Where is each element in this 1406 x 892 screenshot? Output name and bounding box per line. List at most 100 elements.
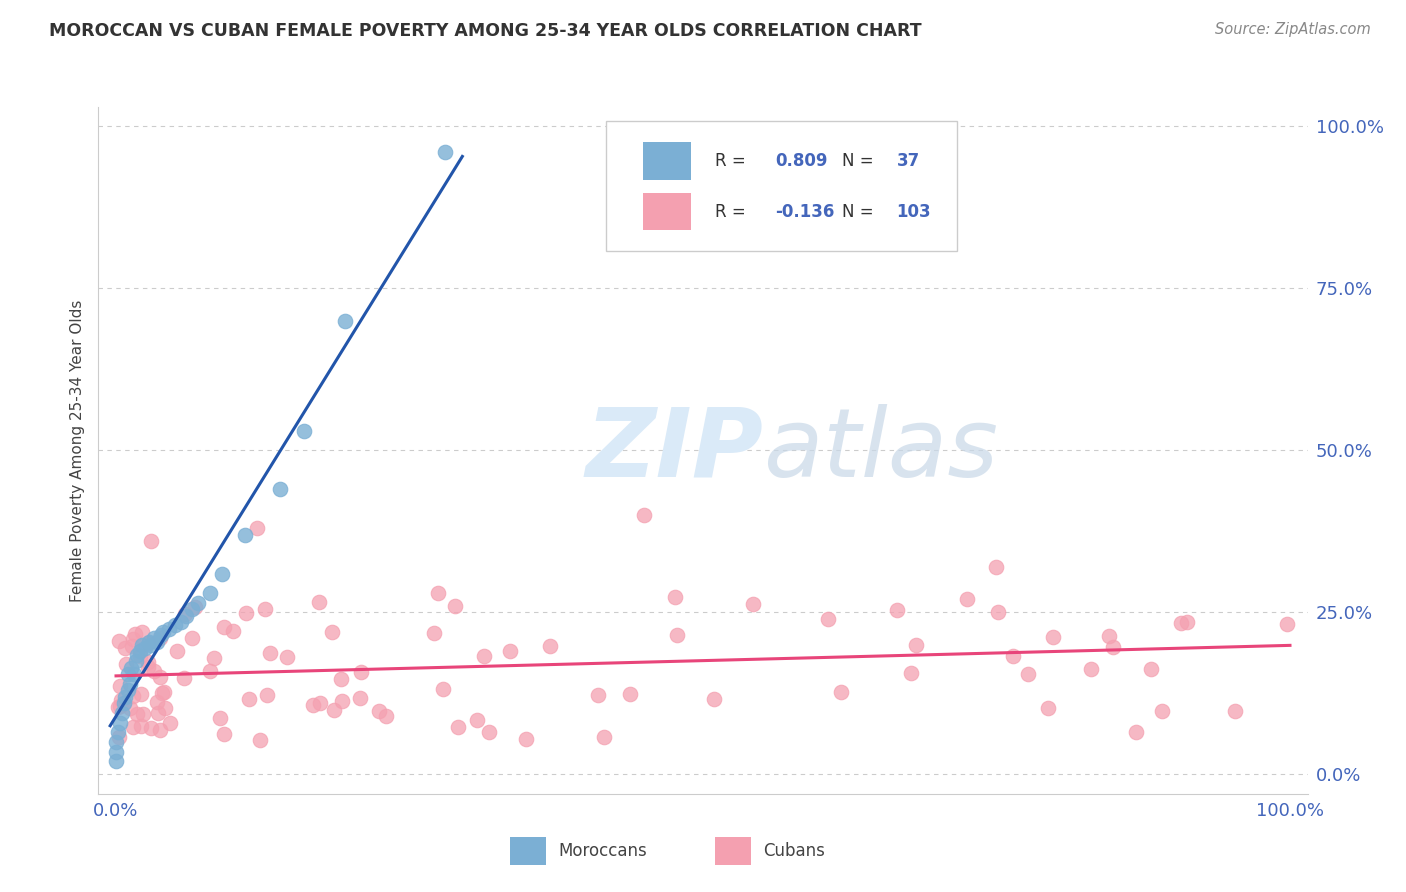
Point bbox=[136, 659, 159, 673]
Point bbox=[426, 586, 449, 600]
Text: R =: R = bbox=[716, 153, 751, 170]
Text: Source: ZipAtlas.com: Source: ZipAtlas.com bbox=[1215, 22, 1371, 37]
Point bbox=[122, 720, 145, 734]
Point bbox=[321, 625, 343, 640]
Point bbox=[131, 638, 153, 652]
Point bbox=[249, 732, 271, 747]
Point bbox=[127, 648, 149, 662]
Point bbox=[131, 719, 153, 733]
Point bbox=[904, 638, 927, 652]
Point bbox=[349, 665, 371, 679]
Point bbox=[121, 640, 143, 654]
Text: Moroccans: Moroccans bbox=[558, 842, 647, 860]
Point bbox=[105, 755, 128, 769]
Point bbox=[886, 603, 908, 617]
Point bbox=[163, 618, 186, 632]
Text: 0.809: 0.809 bbox=[776, 153, 828, 170]
Point bbox=[302, 698, 325, 712]
Bar bbox=[643, 193, 690, 230]
Point bbox=[134, 641, 156, 656]
Point bbox=[1036, 700, 1059, 714]
Point bbox=[308, 595, 330, 609]
Text: 37: 37 bbox=[897, 153, 920, 170]
Point bbox=[664, 591, 686, 605]
Point bbox=[152, 624, 174, 639]
Point bbox=[499, 644, 522, 658]
Point bbox=[1098, 629, 1121, 643]
Point bbox=[742, 598, 765, 612]
Point bbox=[987, 605, 1010, 619]
Point bbox=[703, 692, 725, 706]
Point bbox=[1017, 667, 1039, 681]
Point bbox=[114, 690, 136, 704]
Point bbox=[181, 602, 204, 616]
Point bbox=[108, 730, 131, 744]
Point bbox=[141, 638, 163, 652]
Point bbox=[127, 706, 149, 721]
Point bbox=[149, 723, 172, 738]
Point bbox=[110, 692, 132, 706]
Point bbox=[422, 625, 444, 640]
Point bbox=[198, 586, 221, 600]
Point bbox=[986, 560, 1008, 574]
Point bbox=[115, 657, 138, 671]
Text: Cubans: Cubans bbox=[763, 842, 825, 860]
Point bbox=[107, 725, 129, 739]
Point bbox=[105, 735, 128, 749]
Point bbox=[443, 599, 465, 614]
Point bbox=[235, 606, 257, 620]
Point bbox=[254, 602, 277, 616]
Point bbox=[169, 615, 191, 630]
Point bbox=[447, 720, 470, 734]
Point bbox=[138, 634, 160, 648]
Point bbox=[146, 706, 169, 721]
Point bbox=[432, 682, 454, 697]
Point bbox=[478, 725, 501, 739]
Point bbox=[333, 314, 356, 328]
Bar bbox=[643, 143, 690, 180]
FancyBboxPatch shape bbox=[606, 120, 957, 252]
Point bbox=[111, 706, 134, 720]
Point bbox=[309, 697, 332, 711]
Point bbox=[114, 640, 136, 655]
Point bbox=[367, 704, 389, 718]
Point bbox=[149, 670, 172, 684]
Point bbox=[246, 521, 269, 535]
Point bbox=[150, 686, 173, 700]
Point bbox=[256, 689, 278, 703]
Point bbox=[1080, 662, 1102, 676]
Point bbox=[1042, 630, 1064, 644]
Point bbox=[956, 591, 979, 606]
Point bbox=[142, 664, 165, 678]
Point bbox=[1125, 724, 1147, 739]
Point bbox=[211, 566, 233, 581]
Point bbox=[128, 648, 150, 663]
Point bbox=[128, 644, 150, 658]
Point bbox=[125, 654, 148, 668]
Point bbox=[212, 620, 235, 634]
Point bbox=[176, 608, 198, 623]
Bar bbox=[509, 838, 546, 864]
Point bbox=[200, 664, 222, 678]
Point bbox=[1001, 648, 1024, 663]
Point bbox=[349, 690, 371, 705]
Point bbox=[515, 731, 537, 746]
Point bbox=[222, 624, 245, 638]
Point bbox=[202, 651, 225, 665]
Point bbox=[139, 721, 162, 735]
Point bbox=[1139, 662, 1161, 676]
Point bbox=[141, 534, 163, 549]
Point bbox=[233, 527, 256, 541]
Point bbox=[117, 683, 139, 698]
Point bbox=[131, 706, 153, 721]
Point bbox=[120, 700, 142, 714]
Point bbox=[187, 596, 209, 610]
Point bbox=[157, 622, 180, 636]
Point bbox=[259, 646, 281, 660]
Text: R =: R = bbox=[716, 202, 751, 220]
Point bbox=[329, 672, 352, 686]
Point bbox=[374, 708, 396, 723]
Point bbox=[276, 649, 298, 664]
Point bbox=[136, 636, 159, 650]
Point bbox=[120, 677, 142, 691]
